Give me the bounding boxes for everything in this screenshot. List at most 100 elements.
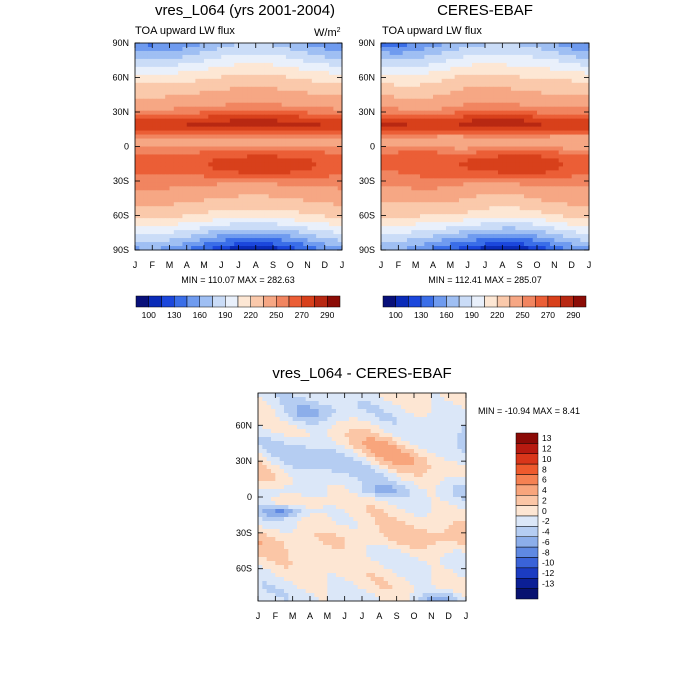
obs-cell — [385, 118, 391, 124]
obs-cell — [381, 170, 386, 175]
model-cell — [147, 170, 153, 175]
model-cell — [277, 182, 283, 187]
model-cell — [294, 194, 300, 199]
model-cell — [208, 226, 214, 231]
model-cell — [139, 222, 145, 227]
obs-cell — [550, 122, 555, 127]
model-cell — [229, 122, 235, 127]
obs-cell — [493, 78, 499, 84]
model-cell — [143, 226, 149, 231]
model-cell — [307, 222, 313, 227]
model-cell — [173, 246, 179, 251]
obs-cell — [381, 126, 386, 131]
model-cell — [290, 182, 295, 187]
obs-cell — [459, 110, 464, 116]
model-cell — [156, 62, 162, 68]
model-cell — [186, 130, 192, 135]
obs-cell — [389, 234, 395, 239]
obs-cell — [567, 90, 573, 96]
model-cell — [307, 194, 313, 199]
model-cell — [268, 142, 274, 147]
model-cell — [143, 170, 149, 175]
model-cell — [143, 86, 149, 92]
obs-cell — [437, 102, 443, 108]
model-cell — [229, 134, 235, 139]
obs-cell — [550, 82, 555, 88]
obs-cell — [437, 138, 443, 143]
obs-cell — [385, 98, 391, 104]
model-cell — [247, 118, 252, 124]
obs-cell — [489, 114, 495, 120]
model-cell — [307, 138, 313, 143]
obs-cell — [398, 210, 404, 215]
model-cell — [139, 206, 145, 211]
obs-cell — [454, 198, 460, 203]
model-cell — [139, 198, 145, 203]
obs-cell — [454, 138, 460, 143]
obs-cell — [502, 150, 508, 155]
obs-cell — [498, 106, 503, 112]
obs-cell — [541, 238, 547, 243]
model-cell — [191, 182, 196, 187]
model-cell — [191, 190, 196, 195]
model-cell — [160, 114, 166, 120]
obs-cell — [584, 58, 590, 64]
model-cell — [216, 58, 222, 64]
obs-cell — [394, 90, 399, 96]
obs-cell — [571, 90, 577, 96]
obs-cell — [489, 170, 495, 175]
obs-cell — [519, 206, 525, 211]
obs-cell — [428, 106, 434, 112]
obs-cell — [389, 98, 395, 104]
model-cell — [191, 154, 196, 159]
model-cell — [324, 162, 330, 167]
obs-cell — [541, 50, 547, 56]
model-cell — [216, 202, 222, 207]
obs-cell — [450, 226, 456, 231]
model-cell — [242, 222, 248, 227]
obs-cell — [415, 54, 421, 60]
obs-cell — [402, 134, 408, 139]
obs-cell — [506, 158, 512, 163]
obs-cell — [437, 178, 443, 183]
model-cell — [195, 86, 201, 92]
model-cell — [320, 62, 326, 68]
model-cell — [251, 86, 257, 92]
obs-cell — [441, 194, 447, 199]
model-cell — [285, 234, 291, 239]
obs-cell — [407, 214, 412, 219]
obs-cell — [424, 134, 430, 139]
model-cell — [204, 174, 209, 179]
model-cell — [199, 238, 205, 243]
obs-cell — [571, 206, 577, 211]
y-tick-label: 90S — [113, 245, 129, 255]
model-cell — [303, 130, 308, 135]
obs-cell — [541, 138, 547, 143]
model-cell — [277, 174, 283, 179]
model-cell — [160, 230, 166, 235]
obs-cell — [554, 110, 560, 116]
obs-cell — [446, 62, 451, 68]
model-cell — [311, 46, 317, 52]
model-cell — [173, 182, 179, 187]
obs-cell — [450, 82, 456, 88]
obs-cell — [441, 106, 447, 112]
colorbar-swatch — [263, 295, 277, 308]
model-cell — [152, 94, 157, 100]
obs-cell — [550, 94, 555, 100]
model-cell — [316, 86, 321, 92]
obs-cell — [437, 46, 443, 52]
model-cell — [303, 186, 308, 191]
obs-cell — [584, 106, 590, 112]
obs-cell — [519, 130, 525, 135]
model-cell — [277, 226, 283, 231]
obs-cell — [545, 154, 551, 159]
obs-cell — [463, 130, 469, 135]
obs-cell — [528, 122, 534, 127]
model-cell — [290, 226, 295, 231]
model-cell — [182, 94, 188, 100]
model-cell — [216, 46, 222, 52]
model-cell — [294, 102, 300, 108]
obs-cell — [485, 118, 490, 124]
obs-cell — [398, 222, 404, 227]
